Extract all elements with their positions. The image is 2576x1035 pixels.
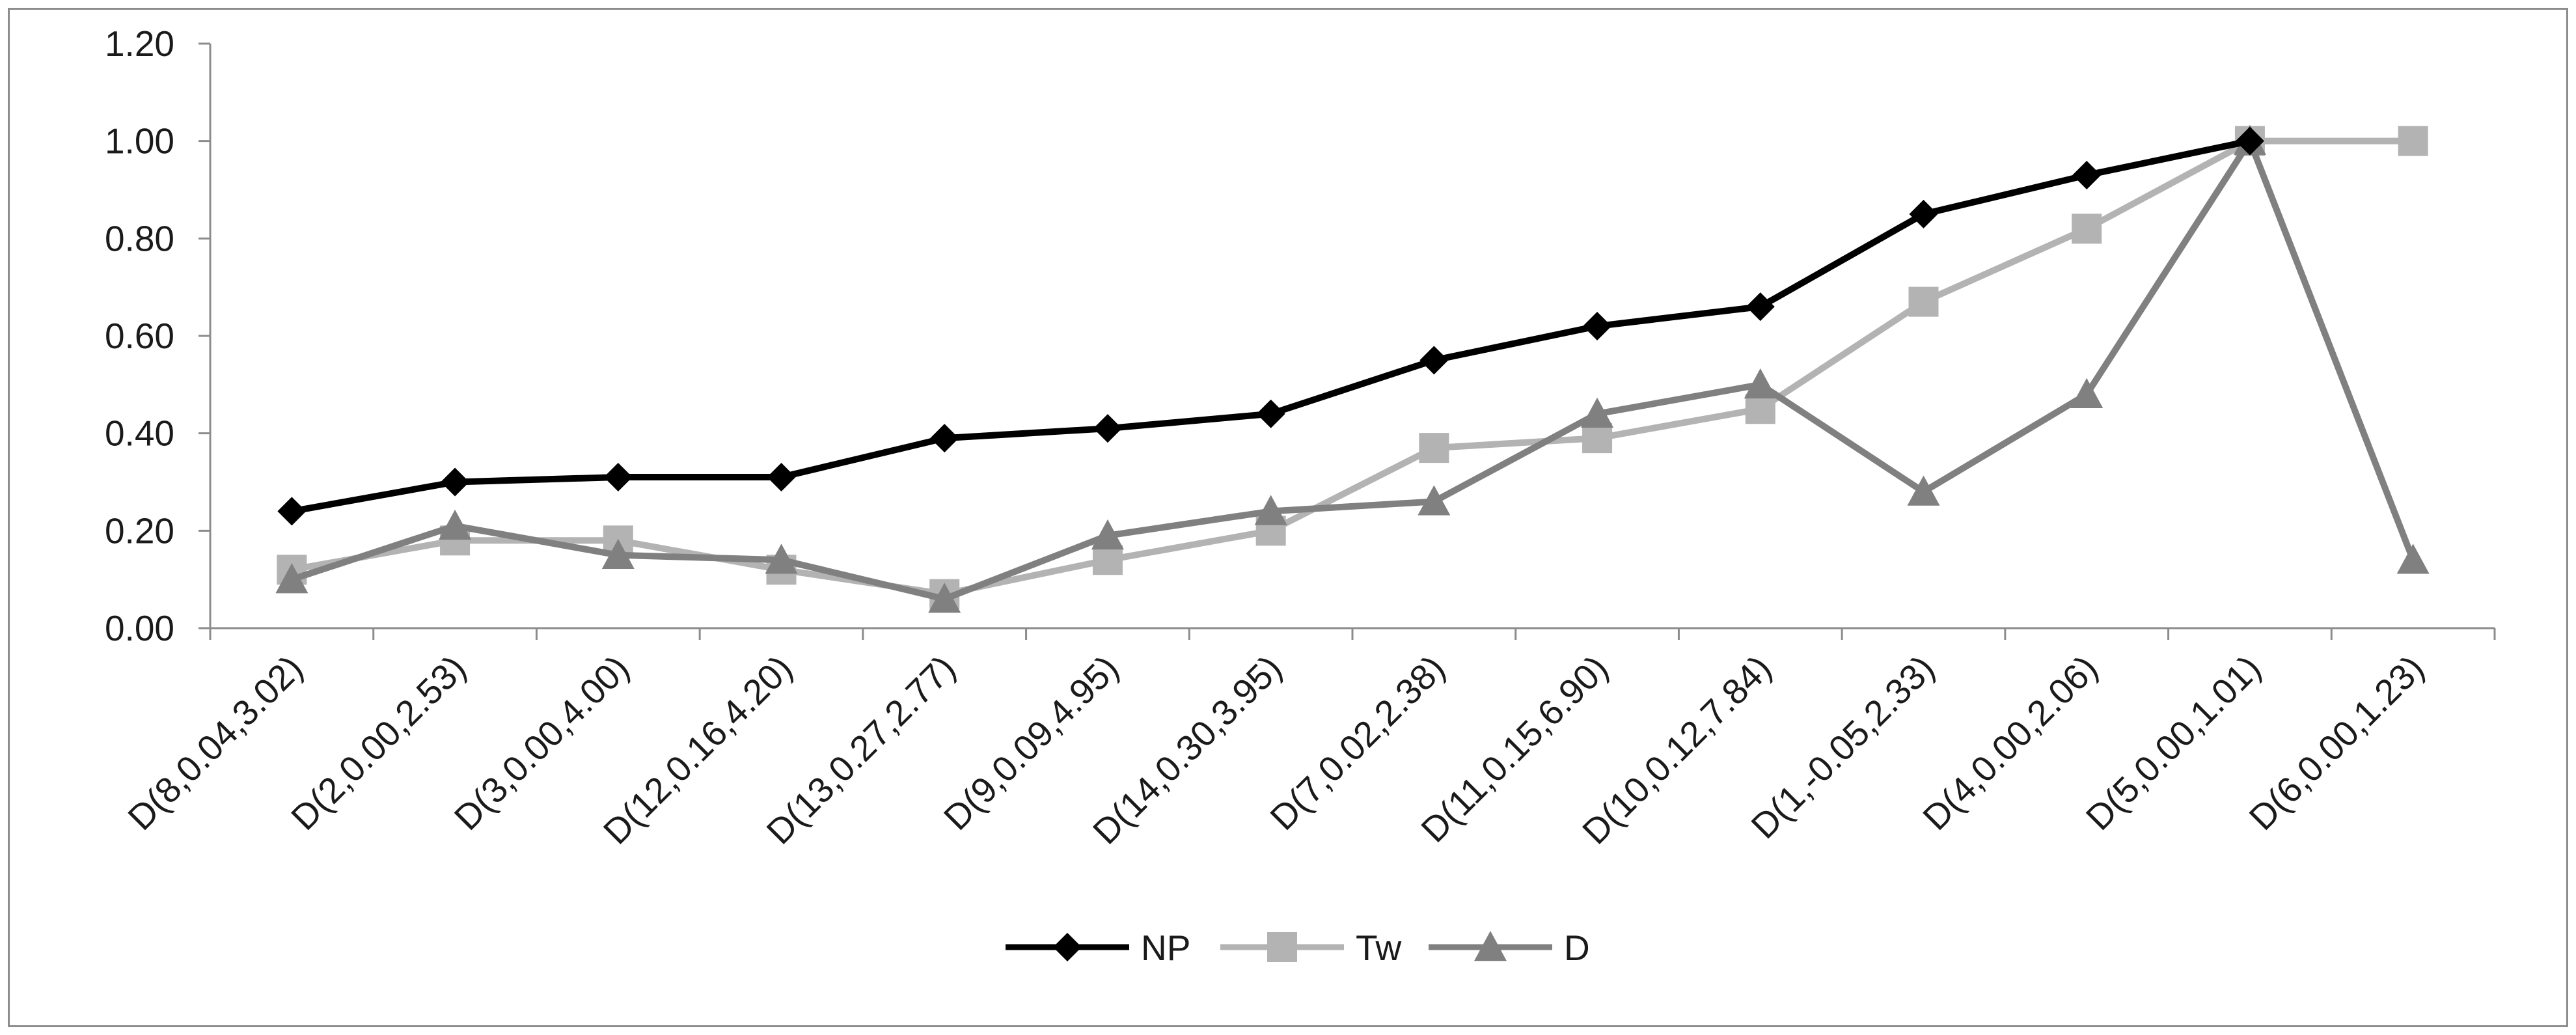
data-point	[2235, 126, 2264, 156]
data-point	[601, 538, 635, 569]
data-point	[1909, 199, 1938, 228]
legend-item-tw: Tw	[1220, 928, 1402, 968]
legend-item-d: D	[1429, 928, 1590, 968]
data-point	[1092, 545, 1123, 575]
x-tick-label: D(7,0.02,2.38)	[1262, 648, 1452, 838]
x-tick-label: D(4,0.00,2.06)	[1915, 648, 2105, 838]
data-point	[603, 463, 633, 492]
data-point	[1419, 433, 1449, 463]
data-point	[2398, 126, 2428, 156]
axes	[199, 42, 2496, 640]
data-point	[765, 544, 798, 574]
x-tick-label: D(6,0.00,1.23)	[2241, 648, 2432, 838]
x-tick-label: D(3,0.00,4.00)	[446, 648, 637, 838]
x-tick-label: D(8,0.04,3.02)	[120, 648, 310, 838]
data-point	[277, 497, 307, 526]
data-point	[1746, 292, 1775, 322]
data-point	[2396, 544, 2430, 574]
data-point	[2072, 214, 2102, 244]
legend: NP Tw D	[1006, 928, 1590, 968]
legend-swatch-marker	[1053, 933, 1082, 961]
data-point	[2070, 378, 2103, 409]
legend-label: NP	[1141, 928, 1190, 968]
y-tick-labels: 0.00 0.20 0.40 0.60 0.80 1.00 1.20	[105, 23, 174, 648]
x-tick-labels: D(8,0.04,3.02)D(2,0.00,2.53)D(3,0.00,4.0…	[120, 648, 2432, 852]
data-point	[1908, 286, 1939, 317]
y-tick-label: 0.40	[105, 413, 174, 454]
data-point	[1583, 312, 1612, 341]
y-tick-label: 1.00	[105, 121, 174, 161]
data-point	[767, 463, 796, 492]
data-point	[1418, 485, 1451, 516]
series-line-d	[290, 137, 2417, 603]
y-tick-label: 0.60	[105, 316, 174, 356]
legend-label: Tw	[1356, 928, 1402, 968]
data-point	[1581, 397, 1614, 428]
data-point	[1907, 475, 1940, 506]
chart-frame: 0.00 0.20 0.40 0.60 0.80 1.00 1.20 D(8,0.04,3.…	[8, 8, 2568, 1027]
y-tick-label: 1.20	[105, 23, 174, 64]
data-point	[1254, 495, 1287, 525]
x-tick-label: D(9,0.09,4.95)	[936, 648, 1126, 838]
series-np	[277, 126, 2264, 526]
data-point	[1091, 519, 1124, 550]
x-tick-label: D(5,0.00,1.01)	[2078, 648, 2268, 838]
data-point	[2072, 161, 2102, 190]
data-point	[1745, 394, 1775, 424]
data-point	[1582, 423, 1613, 454]
series-line-tw	[291, 137, 2413, 598]
y-tick-label: 0.20	[105, 510, 174, 551]
data-point	[1093, 414, 1122, 443]
legend-swatch-marker	[1267, 932, 1297, 962]
series-line-np	[291, 137, 2251, 515]
y-tick-label: 0.00	[105, 608, 174, 648]
data-point	[441, 467, 470, 497]
data-point	[930, 424, 959, 453]
legend-swatch-marker	[1474, 931, 1507, 961]
data-point	[275, 563, 308, 594]
data-point	[1744, 368, 1777, 399]
legend-item-np: NP	[1006, 928, 1190, 968]
legend-label: D	[1564, 928, 1590, 968]
data-point	[1419, 346, 1449, 375]
x-tick-label: D(2,0.00,2.53)	[283, 648, 473, 838]
y-tick-label: 0.80	[105, 218, 174, 258]
series-lines	[275, 124, 2430, 613]
data-point	[439, 509, 472, 540]
data-point	[928, 583, 961, 613]
line-chart: 0.00 0.20 0.40 0.60 0.80 1.00 1.20 D(8,0.04,3.…	[105, 23, 2496, 968]
data-point	[1256, 399, 1285, 428]
